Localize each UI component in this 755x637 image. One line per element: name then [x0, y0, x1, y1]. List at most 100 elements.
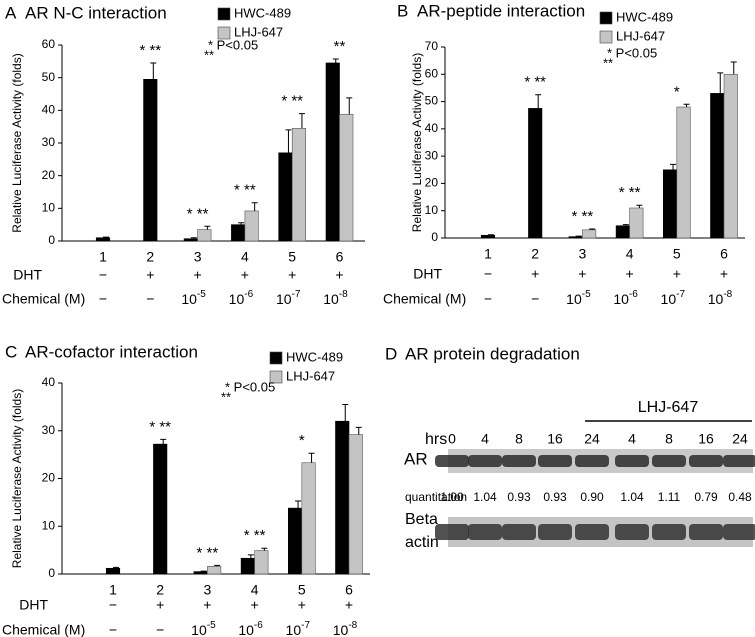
chemical-base: 10	[661, 291, 677, 307]
y-tick-label: 50	[42, 70, 56, 84]
y-axis-label: Relative Luciferase Activity (folds)	[10, 389, 24, 568]
dht-value: +	[146, 267, 154, 283]
significance-label: * **	[187, 205, 209, 222]
error-bar	[298, 113, 305, 129]
chemical-base: 10	[566, 291, 582, 307]
significance-label: * **	[149, 418, 171, 435]
time-value: 8	[665, 431, 673, 447]
significance-label: * **	[139, 42, 161, 59]
x-tick-label: 2	[531, 246, 539, 262]
error-bar	[204, 225, 211, 230]
significance-label: * **	[281, 93, 303, 110]
x-tick-label: 3	[579, 246, 587, 262]
error-bar	[535, 94, 542, 109]
x-tick-label: 5	[298, 582, 306, 598]
bar	[244, 210, 259, 242]
actin-band	[575, 524, 609, 540]
bar	[278, 152, 293, 242]
row-label: Chemical (M)	[2, 622, 85, 637]
chemical-exponent: -8	[339, 289, 348, 300]
y-tick-label: 30	[42, 135, 56, 149]
legend-label: LHJ-647	[286, 368, 335, 383]
quant-value: 0.93	[543, 490, 567, 504]
chemical-base: 10	[323, 291, 339, 307]
error-bar	[346, 97, 353, 115]
chemical-exponent: -7	[301, 620, 310, 631]
y-tick-label: 0	[48, 566, 55, 580]
legend-label: HWC-489	[616, 9, 673, 24]
time-value: 16	[698, 431, 714, 447]
x-tick-label: 3	[204, 582, 212, 598]
dht-value: +	[288, 267, 296, 283]
quant-value: 0.79	[694, 490, 718, 504]
y-tick-label: 20	[425, 176, 439, 190]
chemical-value: 10-6	[229, 289, 254, 307]
quant-value: 0.93	[507, 490, 531, 504]
p-note: * P<0.05	[208, 37, 258, 52]
bar	[183, 238, 198, 242]
bar	[301, 462, 316, 575]
quant-value: 0.90	[580, 490, 604, 504]
actin-band	[689, 524, 723, 540]
dht-value: +	[345, 597, 353, 613]
error-bar	[261, 547, 268, 551]
dht-value: +	[335, 267, 343, 283]
y-tick-label: 40	[42, 103, 56, 117]
chemical-exponent: -8	[723, 289, 732, 300]
error-bar	[575, 235, 582, 237]
legend-label: LHJ-647	[234, 24, 283, 39]
dht-value: +	[251, 597, 259, 613]
x-tick-label: 2	[146, 249, 154, 265]
error-bar	[355, 426, 362, 435]
dht-value: +	[720, 266, 728, 282]
error-bar	[589, 228, 596, 230]
dht-value: +	[194, 267, 202, 283]
bar	[629, 207, 644, 239]
actin-band	[652, 524, 686, 540]
p-note: * P<0.05	[607, 45, 657, 60]
chemical-value: −	[531, 291, 539, 307]
chemical-value: 10-8	[708, 289, 733, 307]
chemical-value: 10-7	[661, 289, 686, 307]
quant-label: quantitation	[405, 490, 467, 504]
bar	[335, 420, 350, 575]
legend-swatch	[269, 351, 283, 365]
legend-label: HWC-489	[286, 349, 343, 364]
quant-value: 0.48	[728, 490, 752, 504]
legend-swatch	[217, 7, 231, 21]
panel-letter: C	[5, 342, 17, 361]
chemical-exponent: -6	[629, 289, 638, 300]
bar	[676, 106, 691, 239]
actin-band	[723, 524, 755, 540]
y-axis-label: Relative Luciferase Activity (folds)	[410, 53, 424, 232]
x-tick-label: 6	[720, 246, 728, 262]
x-tick-label: 5	[288, 249, 296, 265]
significance-label: * **	[244, 527, 266, 544]
chemical-exponent: -6	[254, 620, 263, 631]
chemical-exponent: -5	[197, 289, 206, 300]
chemical-value: 10-5	[191, 620, 216, 637]
error-bar	[247, 554, 254, 559]
error-bar	[342, 403, 349, 422]
error-bar	[670, 163, 677, 170]
control-label: Beta	[405, 511, 438, 528]
y-tick-label: 30	[425, 148, 439, 162]
bar	[231, 224, 246, 242]
actin-band	[615, 524, 649, 540]
significance-label: * **	[619, 184, 641, 201]
ar-band	[689, 455, 723, 467]
x-tick-label: 6	[345, 582, 353, 598]
chart-title: AR-peptide interaction	[417, 1, 585, 20]
ar-band	[615, 455, 649, 467]
y-tick-label: 0	[431, 230, 438, 244]
legend-swatch	[599, 11, 613, 25]
ar-band	[435, 455, 469, 467]
bar	[480, 234, 496, 239]
blot-title: AR protein degradation	[405, 344, 580, 363]
legend-label: LHJ-647	[616, 28, 665, 43]
time-value: 24	[584, 431, 600, 447]
x-tick-label: 1	[484, 246, 492, 262]
y-tick-label: 60	[42, 37, 56, 51]
chemical-base: 10	[181, 291, 197, 307]
